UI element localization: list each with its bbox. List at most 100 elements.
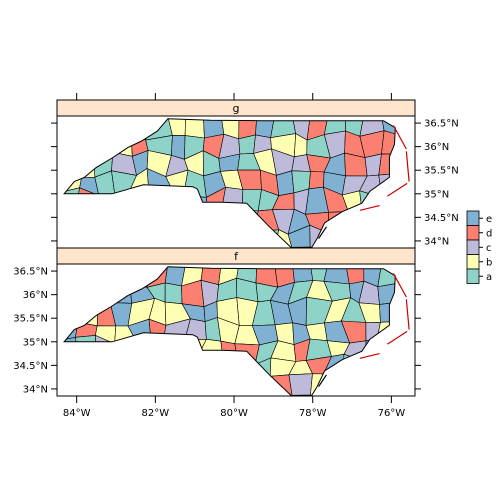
- county: [64, 228, 80, 248]
- county: [114, 206, 135, 236]
- county: [93, 138, 114, 156]
- county: [234, 230, 258, 248]
- panel-g-strip-label: g: [233, 102, 240, 115]
- panel-f: f 34°N 34.5°N 35°N 35.5°N 36°N 36.5°N 84°W 82°…: [13, 247, 421, 419]
- county: [381, 191, 396, 215]
- county: [343, 228, 365, 248]
- county: [131, 379, 151, 396]
- county: [127, 341, 153, 363]
- legend-swatch-a: [466, 268, 480, 284]
- county: [385, 210, 396, 232]
- panel-g-y-axis: 34°N 34.5°N 35°N 35.5°N 36°N 36.5°N: [51, 119, 459, 247]
- county: [95, 357, 120, 384]
- county: [163, 381, 187, 396]
- county: [221, 186, 244, 211]
- county: [365, 321, 381, 342]
- legend-label-e: e: [486, 214, 492, 225]
- y-tick-label: 36°N: [424, 142, 449, 153]
- county: [114, 266, 133, 287]
- county: [220, 354, 239, 382]
- county: [129, 266, 151, 288]
- county: [292, 266, 314, 283]
- top-x-axis-ticks: [76, 93, 392, 100]
- county: [233, 209, 259, 233]
- legend-swatch-c: [466, 239, 480, 255]
- county: [96, 225, 115, 248]
- county-cells: [64, 266, 396, 396]
- county: [185, 227, 204, 248]
- county: [95, 382, 120, 396]
- state-outline: [63, 266, 396, 397]
- county: [323, 266, 350, 285]
- county: [220, 374, 240, 396]
- county: [96, 206, 116, 236]
- county: [64, 357, 79, 379]
- county: [235, 374, 258, 396]
- county: [144, 207, 171, 236]
- panel-g-map: [63, 118, 410, 249]
- county: [235, 361, 257, 383]
- county: [146, 356, 170, 382]
- legend-swatch-b: [466, 254, 480, 270]
- county: [198, 354, 223, 382]
- county: [308, 171, 325, 190]
- county: [74, 357, 97, 384]
- county: [376, 338, 396, 363]
- county: [109, 356, 136, 384]
- county: [185, 353, 202, 382]
- county: [131, 207, 150, 236]
- y-tick-label: 34.5°N: [424, 213, 459, 224]
- x-tick-label: 84°W: [63, 408, 91, 419]
- county: [164, 227, 191, 248]
- panel-f-y-axis: 34°N 34.5°N 35°N 35.5°N 36°N 36.5°N: [13, 267, 421, 395]
- coastline: [387, 182, 408, 197]
- county: [64, 187, 80, 213]
- x-tick-label: 76°W: [378, 408, 406, 419]
- county: [64, 118, 80, 140]
- county: [76, 297, 99, 327]
- county: [127, 194, 150, 209]
- county: [113, 381, 136, 396]
- legend-label-c: c: [486, 243, 492, 254]
- y-tick-label: 35°N: [23, 337, 48, 348]
- x-tick-label: 78°W: [299, 408, 327, 419]
- county: [164, 206, 191, 230]
- y-tick-label: 34°N: [424, 236, 449, 247]
- y-tick-label: 35.5°N: [424, 166, 459, 177]
- county: [75, 335, 97, 358]
- county: [377, 266, 396, 288]
- panel-g: g 34°N 34.5°N 35°N 35.5°N 36°N 36.5°N: [51, 93, 459, 249]
- county: [148, 188, 173, 215]
- county: [96, 266, 117, 287]
- county: [184, 206, 208, 236]
- y-tick-label: 35°N: [424, 189, 449, 200]
- county: [377, 282, 396, 305]
- county: [183, 195, 208, 208]
- coastline: [318, 374, 327, 387]
- county: [199, 206, 223, 236]
- county: [342, 373, 365, 396]
- county: [150, 342, 170, 363]
- county: [74, 373, 97, 396]
- county: [96, 195, 116, 211]
- county: [144, 229, 169, 248]
- county: [255, 375, 275, 396]
- coastline: [405, 299, 410, 330]
- x-tick-label: 82°W: [142, 408, 170, 419]
- county: [287, 224, 311, 248]
- panel-g-strip: [56, 99, 416, 117]
- county: [184, 338, 207, 364]
- county: [114, 194, 135, 209]
- legend-label-b: b: [486, 257, 492, 268]
- county: [75, 139, 98, 159]
- county: [75, 266, 98, 284]
- county: [376, 320, 396, 341]
- county: [345, 266, 365, 285]
- county: [217, 207, 243, 232]
- county: [185, 380, 204, 396]
- county: [131, 234, 151, 248]
- coastline: [359, 352, 380, 359]
- county: [64, 153, 82, 179]
